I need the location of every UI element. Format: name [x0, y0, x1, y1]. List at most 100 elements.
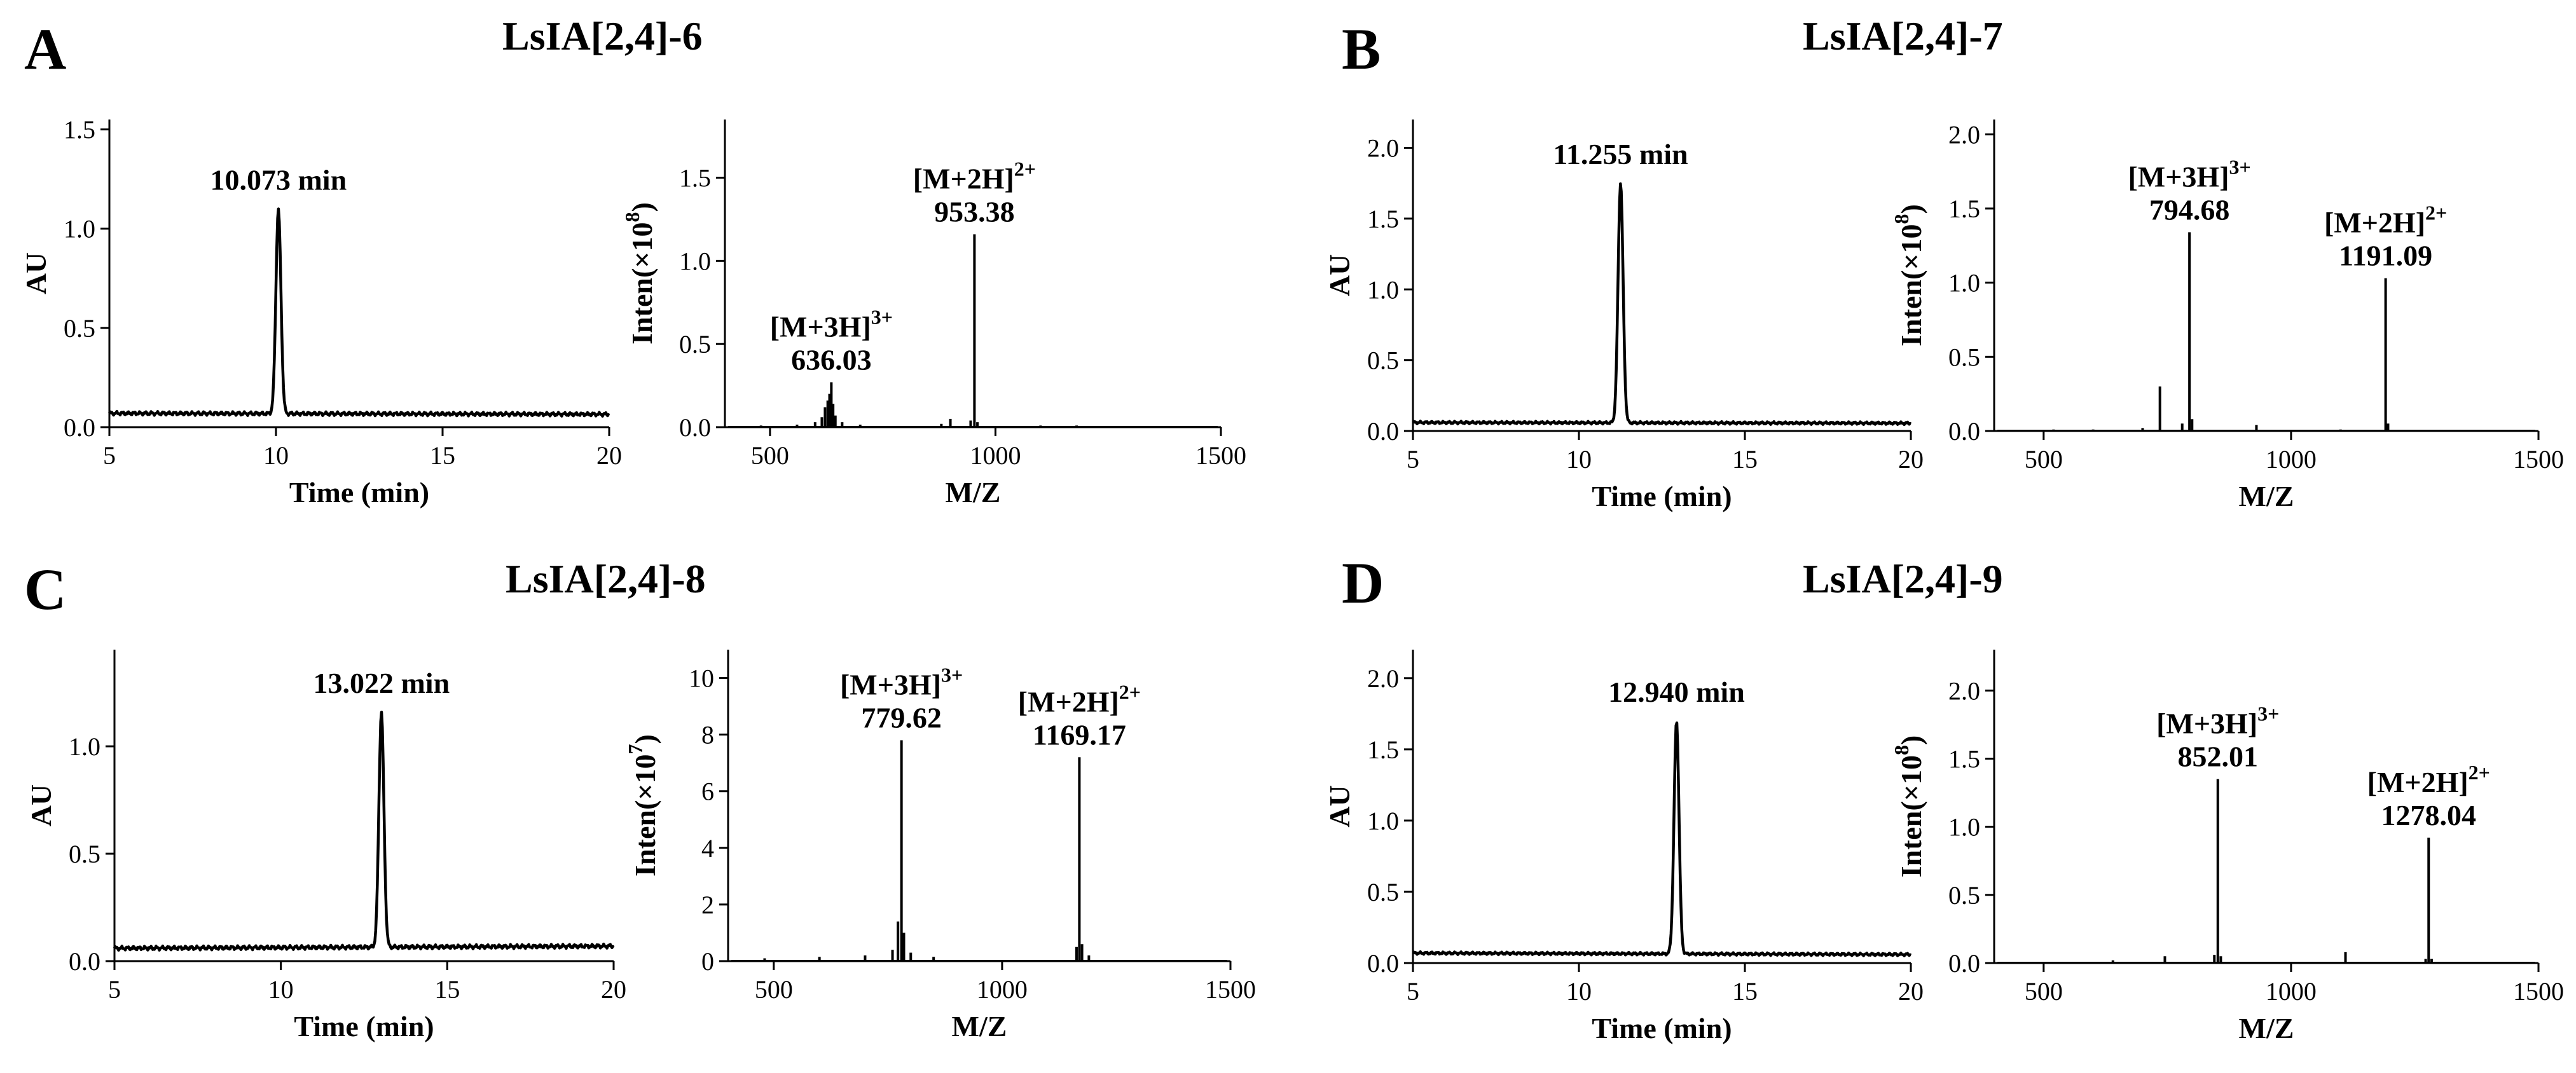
- ion-label-charge: 2+: [1119, 680, 1141, 703]
- ion-mz-label: 794.68: [2149, 193, 2230, 226]
- hplc-y-label: AU: [1323, 785, 1356, 827]
- hplc-x-label: Time (min): [294, 1010, 434, 1042]
- ion-label-charge: 2+: [2425, 202, 2447, 224]
- ms-x-tick-label: 1500: [2513, 445, 2564, 474]
- hplc-chromatogram: 5 10 15 20 0.0 0.5 1.0 Time (min) AU 13.022 min: [25, 650, 626, 1042]
- ms-y-tick-label: 0.0: [679, 413, 711, 442]
- ms-x-tick-label: 1000: [2266, 977, 2317, 1006]
- hplc-x-tick-label: 15: [1732, 977, 1758, 1006]
- hplc-x-tick-label: 20: [601, 975, 626, 1004]
- panel-letter: B: [1342, 17, 1381, 81]
- ms-y-label-exponent: 8: [1890, 214, 1913, 224]
- ms-x-label: M/Z: [946, 476, 1001, 509]
- hplc-x-tick-label: 20: [596, 441, 622, 470]
- ms-y-tick-label: 6: [701, 777, 714, 806]
- hplc-x-tick-label: 15: [430, 441, 455, 470]
- ms-x-label: M/Z: [952, 1010, 1007, 1042]
- panel-title: LsIA[2,4]-7: [1803, 13, 2003, 58]
- ms-y-tick-label: 8: [701, 721, 714, 749]
- ms-y-label-close: ): [626, 202, 658, 212]
- peak-retention-label: 10.073 min: [210, 164, 347, 196]
- ms-y-tick-label: 1.0: [1948, 813, 1980, 842]
- chromatogram-trace: [1412, 182, 1912, 427]
- panel-title: LsIA[2,4]-6: [502, 13, 703, 58]
- ion-label-formula: [M+3H]: [840, 669, 941, 701]
- hplc-x-tick-label: 5: [1407, 977, 1419, 1006]
- hplc-chromatogram: 5 10 15 20 0.0 0.5 1.0 1.5 2.0 Time (min) AU 12.940…: [1323, 650, 1924, 1044]
- ion-label-formula: [M+3H]: [770, 310, 871, 343]
- ms-x-tick-label: 1000: [2266, 445, 2317, 474]
- ms-y-label-text: Inten(×10: [1895, 224, 1927, 346]
- ms-y-label: Inten(×107): [624, 734, 661, 877]
- ms-y-tick-label: 0.0: [1948, 949, 1980, 978]
- ms-y-tick-label: 1.0: [1948, 269, 1980, 297]
- ms-y-tick-label: 0.0: [1948, 417, 1980, 446]
- ms-y-tick-label: 1.5: [1948, 744, 1980, 773]
- ion-label-formula: [M+3H]: [2128, 160, 2229, 193]
- ms-y-label-text: Inten(×10: [626, 222, 658, 344]
- ms-x-tick-label: 1500: [1205, 975, 1256, 1004]
- mass-spectrum: 500 1000 1500 0.0 0.5 1.0 1.5 M/Z Inten(×108) [M+…: [621, 120, 1246, 509]
- ion-label: [M+3H]3+: [770, 305, 893, 343]
- hplc-y-tick-label: 1.5: [1367, 205, 1399, 233]
- hplc-y-tick-label: 1.5: [1367, 735, 1399, 764]
- ms-y-label-close: ): [1895, 204, 1927, 214]
- hplc-y-tick-label: 0.0: [1367, 949, 1399, 978]
- ion-label-charge: 2+: [2469, 761, 2490, 784]
- ms-y-tick-label: 0.5: [679, 330, 711, 359]
- hplc-x-tick-label: 5: [108, 975, 121, 1004]
- ms-y-tick-label: 2: [701, 891, 714, 919]
- hplc-y-tick-label: 0.5: [69, 840, 100, 868]
- ms-x-tick-label: 500: [2025, 977, 2063, 1006]
- ion-label-formula: [M+3H]: [2156, 707, 2257, 740]
- ms-x-tick-label: 1000: [977, 975, 1028, 1004]
- ion-label-formula: [M+2H]: [1018, 685, 1119, 718]
- ms-y-tick-label: 0: [701, 947, 714, 976]
- mass-spectrum: 500 1000 1500 0 2 4 6 8 10 M/Z Inten(×107) [M+3H]3+…: [624, 650, 1256, 1042]
- ms-x-tick-label: 1500: [1195, 441, 1246, 470]
- ms-y-tick-label: 10: [689, 664, 714, 693]
- hplc-x-tick-label: 10: [1566, 445, 1592, 474]
- hplc-y-tick-label: 0.5: [1367, 346, 1399, 375]
- ms-y-tick-label: 0.5: [1948, 343, 1980, 371]
- panel-title: LsIA[2,4]-8: [506, 556, 706, 601]
- ms-y-tick-label: 1.0: [679, 247, 711, 275]
- ion-mz-label: 1278.04: [2381, 799, 2477, 831]
- hplc-x-tick-label: 10: [263, 441, 289, 470]
- hplc-y-tick-label: 2.0: [1367, 664, 1399, 693]
- ion-label: [M+2H]2+: [913, 158, 1036, 195]
- ms-y-label: Inten(×108): [621, 202, 658, 345]
- panel-letter: C: [24, 557, 66, 622]
- ion-label: [M+3H]3+: [840, 664, 963, 701]
- ms-y-tick-label: 1.5: [1948, 195, 1980, 223]
- hplc-y-tick-label: 1.0: [69, 732, 100, 761]
- ion-label: [M+3H]3+: [2128, 155, 2250, 193]
- hplc-x-tick-label: 20: [1898, 445, 1924, 474]
- hplc-y-tick-label: 0.0: [1367, 417, 1399, 446]
- ms-y-label: Inten(×108): [1890, 204, 1927, 346]
- ms-y-label-close: ): [1895, 735, 1927, 745]
- panel-d: D LsIA[2,4]-9 5 10 15 20 0.0 0.5 1.0 1.5 2.0 Time (…: [1323, 550, 2564, 1044]
- hplc-y-tick-label: 0.0: [64, 413, 95, 442]
- ion-label: [M+2H]2+: [2367, 761, 2490, 798]
- panel-a: A LsIA[2,4]-6 5 10 15 20 0.0 0.5 1.0 1.5 Time (min…: [20, 13, 1246, 509]
- hplc-y-label: AU: [1323, 254, 1356, 296]
- hplc-y-tick-label: 2.0: [1367, 134, 1399, 163]
- panel-letter: A: [24, 17, 66, 81]
- ion-label-formula: [M+2H]: [2367, 766, 2469, 798]
- hplc-x-tick-label: 15: [434, 975, 460, 1004]
- mass-spectrum: 500 1000 1500 0.0 0.5 1.0 1.5 2.0 M/Z Inten(×108)…: [1890, 650, 2564, 1044]
- ion-label-charge: 2+: [1014, 158, 1036, 181]
- hplc-x-tick-label: 5: [1407, 445, 1419, 474]
- ion-mz-label: 953.38: [934, 196, 1015, 228]
- ms-y-label-exponent: 8: [621, 212, 644, 222]
- peak-retention-label: 11.255 min: [1553, 138, 1688, 170]
- ion-mz-label: 779.62: [861, 702, 942, 734]
- hplc-x-label: Time (min): [1592, 480, 1732, 512]
- hplc-chromatogram: 5 10 15 20 0.0 0.5 1.0 1.5 2.0 Time (min) AU 11.255…: [1323, 120, 1924, 512]
- panel-b: B LsIA[2,4]-7 5 10 15 20 0.0 0.5 1.0 1.5 2.0 Time (…: [1323, 13, 2564, 512]
- ms-y-label: Inten(×108): [1890, 735, 1927, 878]
- chromatogram-trace: [108, 207, 610, 418]
